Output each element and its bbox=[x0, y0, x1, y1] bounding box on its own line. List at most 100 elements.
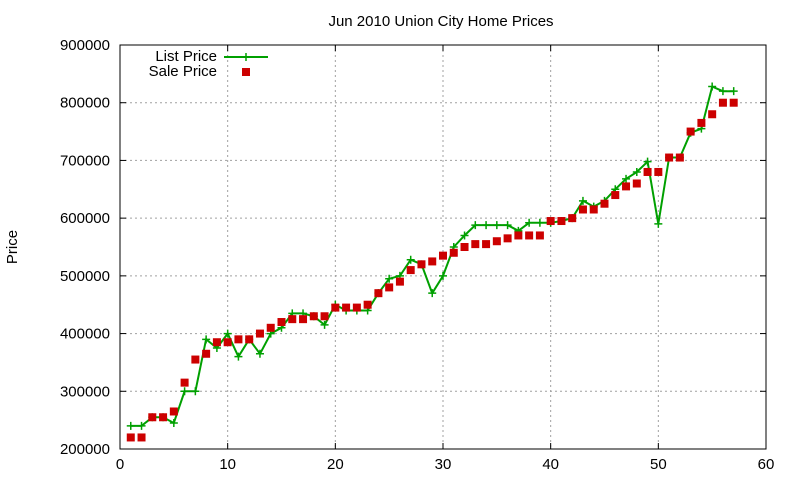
sale-price-point bbox=[611, 191, 620, 200]
list-price-point bbox=[503, 221, 512, 230]
y-tick-label: 500000 bbox=[60, 268, 110, 285]
sale-price-point bbox=[589, 205, 598, 214]
y-tick-label: 600000 bbox=[60, 210, 110, 227]
sale-price-point bbox=[126, 433, 135, 442]
sale-price-point bbox=[342, 303, 351, 312]
x-tick-label: 30 bbox=[435, 456, 452, 473]
list-price-point bbox=[202, 335, 211, 344]
sale-price-point bbox=[159, 413, 168, 422]
sale-price-point bbox=[557, 217, 566, 226]
list-price-point bbox=[471, 221, 480, 230]
sale-price-point bbox=[578, 205, 587, 214]
sale-price-point bbox=[191, 355, 200, 364]
sale-price-point bbox=[331, 303, 340, 312]
sale-price-point bbox=[675, 153, 684, 162]
sale-price-point bbox=[374, 289, 383, 298]
sale-price-point bbox=[202, 349, 211, 358]
sale-price-point bbox=[546, 217, 555, 226]
sale-price-point bbox=[632, 179, 641, 188]
list-price-point bbox=[439, 271, 447, 280]
sale-price-point bbox=[395, 277, 404, 286]
list-price-point bbox=[169, 419, 178, 428]
y-tick-label: 800000 bbox=[60, 95, 110, 112]
sale-price-point bbox=[266, 323, 275, 332]
legend-label-list-price: List Price bbox=[155, 48, 217, 65]
sale-price-point bbox=[320, 312, 329, 321]
list-price-point bbox=[255, 349, 264, 358]
sale-price-point bbox=[729, 98, 738, 107]
sale-price-point bbox=[471, 240, 480, 249]
sale-price-point bbox=[223, 338, 232, 347]
list-price-point bbox=[535, 218, 544, 227]
list-price-point bbox=[428, 289, 437, 298]
sale-price-point bbox=[137, 433, 146, 442]
legend: List Price Sale Price bbox=[149, 48, 268, 80]
list-price-point bbox=[708, 82, 717, 91]
sale-price-point bbox=[568, 214, 577, 223]
sale-price-point bbox=[686, 127, 695, 136]
list-price-point bbox=[460, 231, 469, 240]
list-price-point bbox=[718, 87, 727, 96]
legend-marker-list-price bbox=[242, 53, 250, 61]
legend-swatch-sale-price bbox=[242, 68, 250, 76]
sale-price-point bbox=[363, 300, 372, 309]
grid-layer bbox=[120, 45, 766, 449]
chart-title: Jun 2010 Union City Home Prices bbox=[328, 13, 553, 30]
sale-price-point bbox=[245, 335, 254, 344]
sale-price-point bbox=[212, 338, 221, 347]
legend-label-sale-price: Sale Price bbox=[149, 63, 217, 80]
sale-price-point bbox=[277, 318, 286, 327]
list-price-point bbox=[234, 352, 243, 361]
list-price-point bbox=[320, 320, 329, 329]
y-tick-label: 700000 bbox=[60, 152, 110, 169]
sale-price-point bbox=[514, 231, 523, 240]
list-price-point bbox=[180, 387, 189, 396]
list-price-point bbox=[191, 387, 200, 396]
sale-price-point bbox=[449, 248, 458, 257]
sale-price-point bbox=[503, 234, 512, 243]
list-price-point bbox=[492, 221, 501, 230]
sale-price-point bbox=[234, 335, 243, 344]
sale-price-point bbox=[406, 266, 415, 275]
list-price-point bbox=[654, 219, 663, 228]
list-price-point bbox=[622, 174, 631, 183]
x-tick-label: 60 bbox=[758, 456, 775, 473]
sale-price-point bbox=[535, 231, 544, 240]
sale-price-point bbox=[255, 329, 264, 338]
sale-price-point bbox=[492, 237, 501, 246]
sale-price-point bbox=[654, 167, 663, 176]
list-price-point bbox=[385, 274, 394, 283]
sale-price-point bbox=[428, 257, 437, 266]
tick-layer: 0 10 20 30 40 50 60 200000 300000 400000 500000 600… bbox=[60, 37, 774, 473]
sale-price-point bbox=[643, 167, 652, 176]
sale-price-point bbox=[525, 231, 534, 240]
list-price-point bbox=[482, 221, 491, 230]
series-layer bbox=[126, 82, 738, 442]
sale-price-point bbox=[622, 182, 631, 191]
y-tick-label: 900000 bbox=[60, 37, 110, 54]
x-tick-label: 40 bbox=[542, 456, 559, 473]
sale-price-point bbox=[439, 251, 447, 260]
sale-price-point bbox=[482, 240, 491, 249]
list-price-line bbox=[130, 85, 734, 427]
list-price-point bbox=[729, 87, 738, 96]
list-price-point bbox=[578, 196, 587, 205]
sale-price-point bbox=[309, 312, 318, 321]
sale-price-point bbox=[697, 118, 706, 127]
list-price-point bbox=[525, 218, 534, 227]
y-tick-label: 200000 bbox=[60, 441, 110, 458]
list-price-point bbox=[223, 329, 232, 338]
sale-price-point bbox=[288, 315, 297, 324]
y-axis-label: Price bbox=[4, 230, 21, 264]
sale-price-point bbox=[169, 407, 178, 416]
plot-frame bbox=[119, 44, 767, 450]
sale-price-point bbox=[352, 303, 361, 312]
sale-price-point bbox=[718, 98, 727, 107]
list-price-point bbox=[126, 421, 135, 430]
sale-price-point bbox=[708, 110, 717, 119]
list-price-point bbox=[643, 157, 652, 166]
x-tick-label: 10 bbox=[219, 456, 236, 473]
sale-price-point bbox=[385, 283, 394, 292]
x-tick-label: 50 bbox=[650, 456, 667, 473]
